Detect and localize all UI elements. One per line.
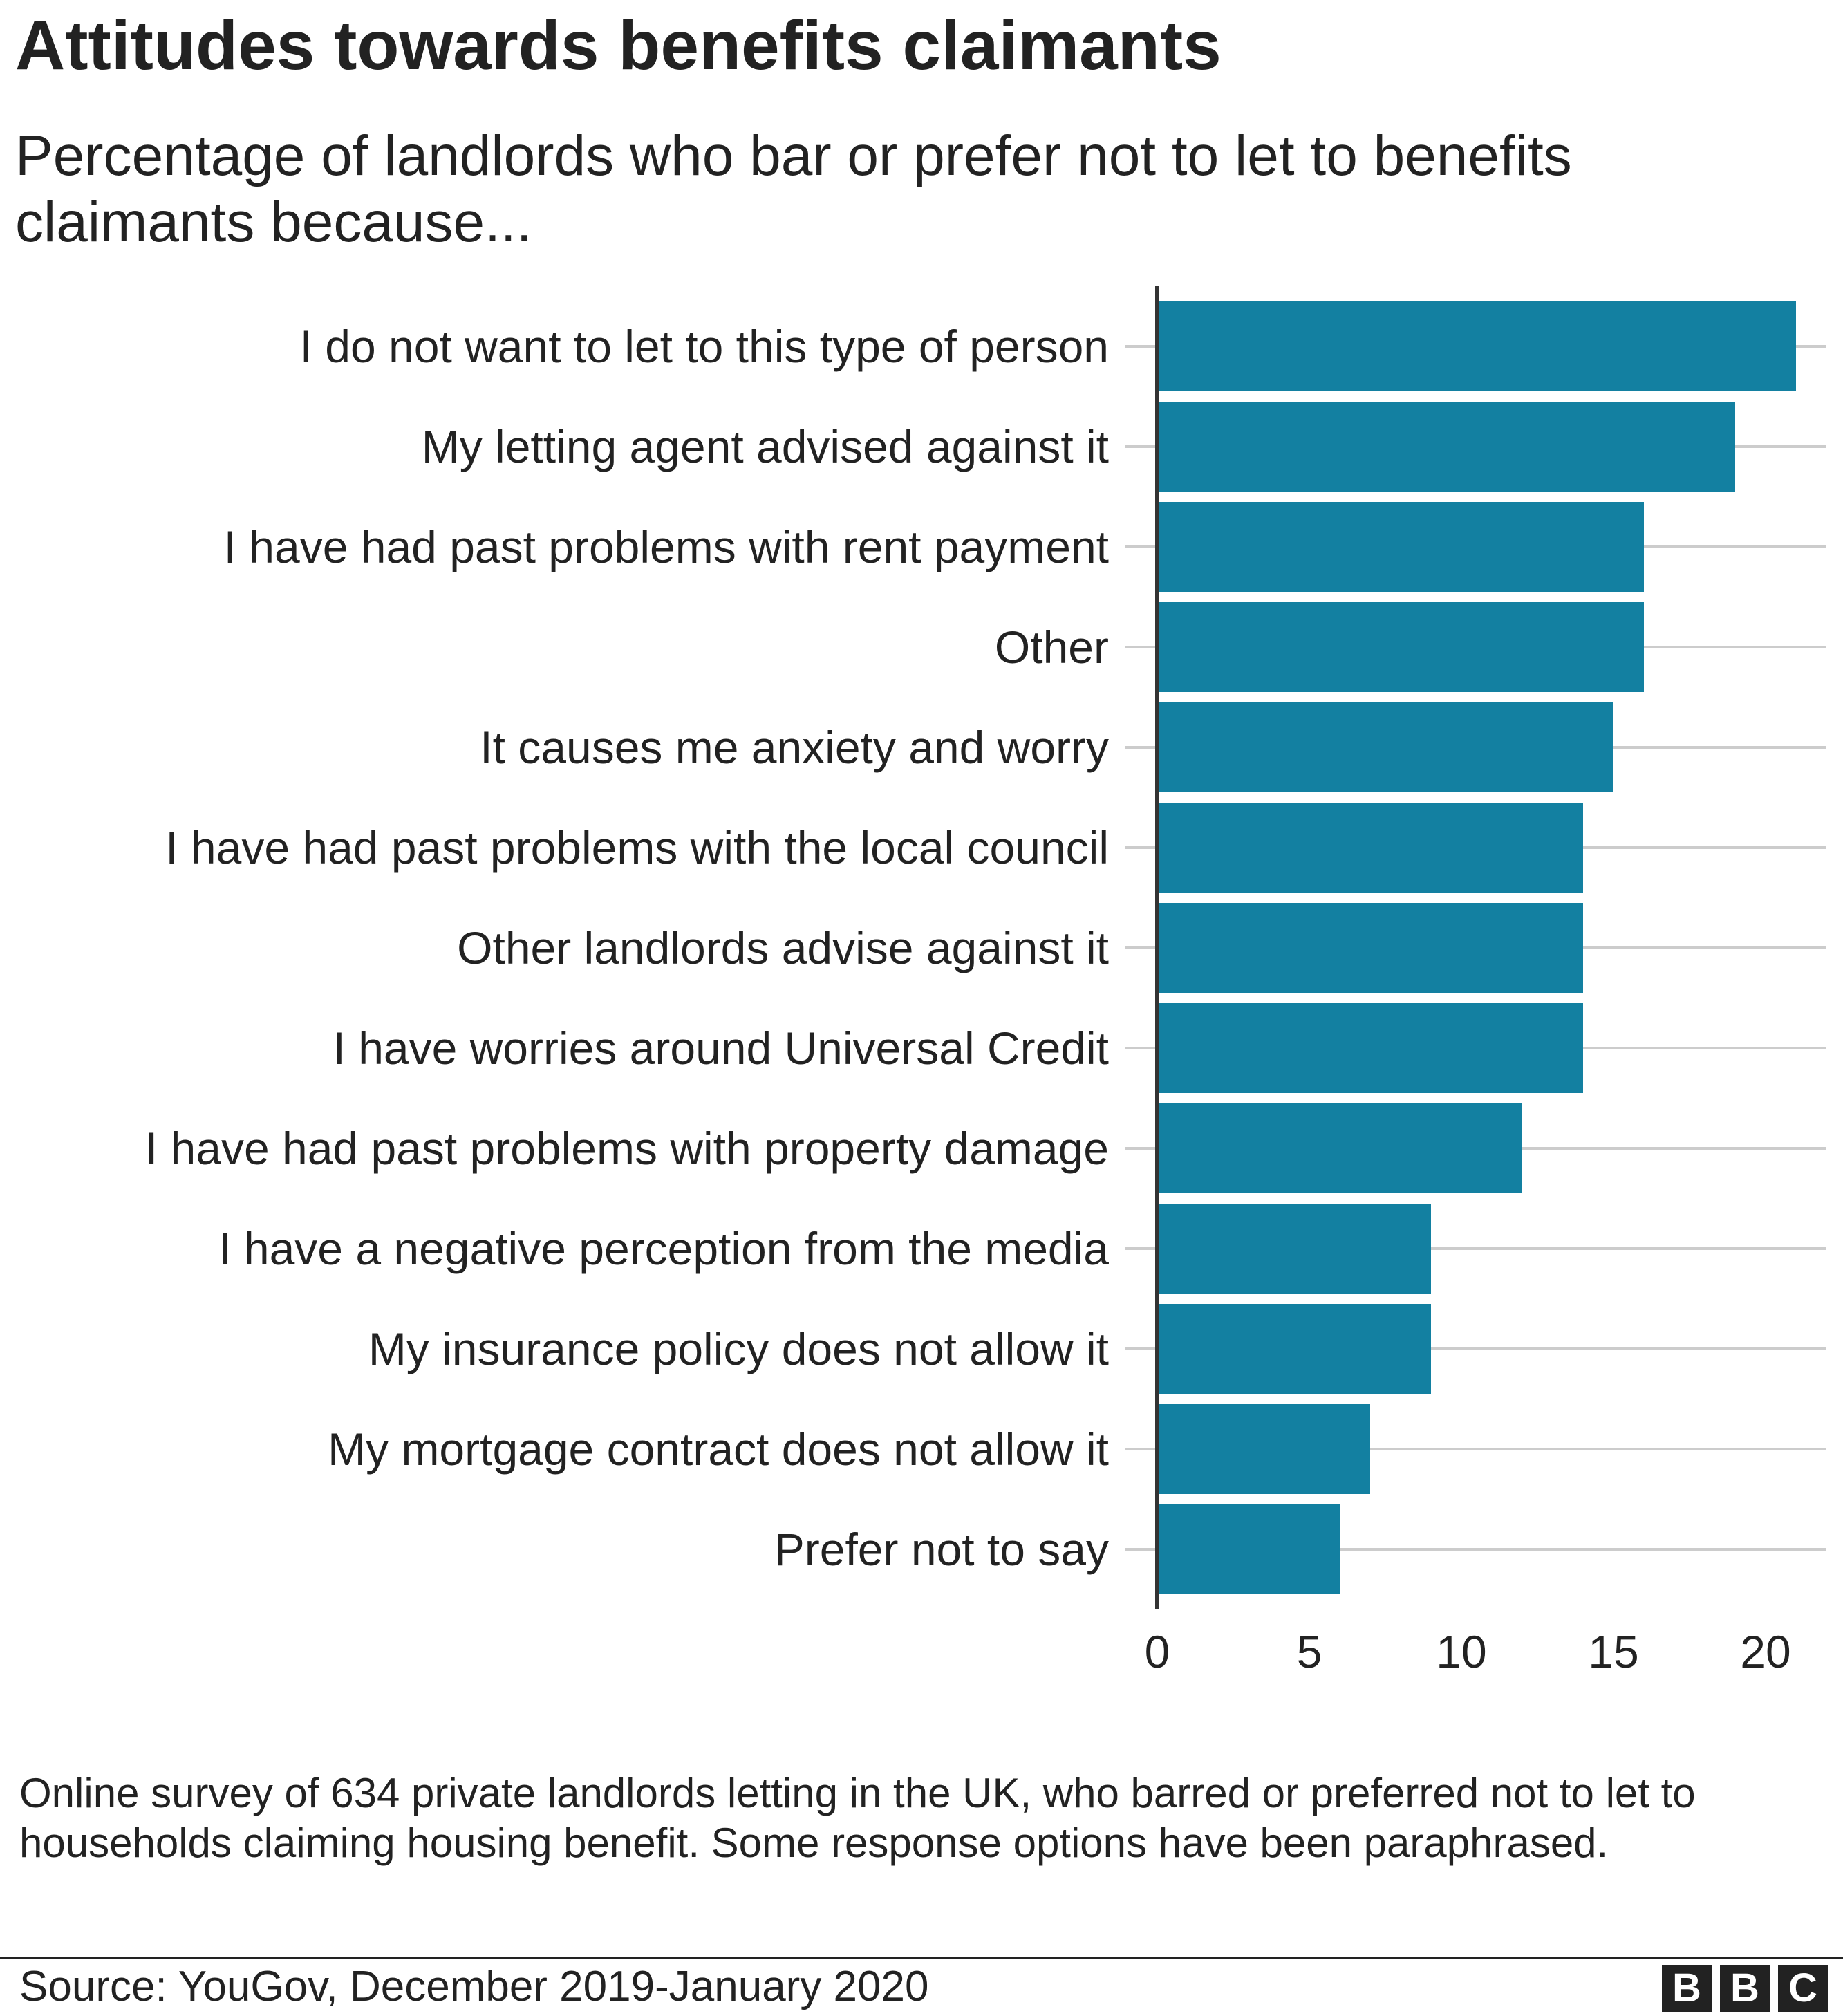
- x-tick-label: 20: [1740, 1626, 1790, 1677]
- chart-subtitle: Percentage of landlords who bar or prefe…: [15, 124, 1572, 254]
- bar: [1157, 1003, 1583, 1093]
- bar: [1157, 602, 1644, 692]
- category-label: My insurance policy does not allow it: [368, 1323, 1109, 1374]
- x-tick-label: 0: [1145, 1626, 1170, 1677]
- category-label: Prefer not to say: [774, 1524, 1109, 1575]
- bar: [1157, 502, 1644, 592]
- category-label: It causes me anxiety and worry: [480, 722, 1109, 773]
- bar: [1157, 1504, 1340, 1594]
- category-label: Other: [995, 622, 1109, 673]
- footnote: Online survey of 634 private landlords l…: [19, 1770, 1696, 1866]
- category-label: I have a negative perception from the me…: [218, 1223, 1109, 1274]
- footer-divider: [0, 1957, 1843, 1959]
- category-label: My mortgage contract does not allow it: [328, 1424, 1109, 1475]
- source-note: Source: YouGov, December 2019-January 20…: [19, 1963, 929, 2010]
- bbc-logo: B B C: [1662, 1965, 1828, 2012]
- bar: [1157, 402, 1735, 492]
- x-axis-ticks: 0 5 10 15 20: [1145, 1626, 1791, 1677]
- category-labels: I do not want to let to this type of per…: [145, 321, 1109, 1575]
- logo-letter: B: [1662, 1965, 1712, 2012]
- bar: [1157, 301, 1796, 391]
- category-label: I have had past problems with property d…: [145, 1123, 1109, 1174]
- chart-title: Attitudes towards benefits claimants: [15, 7, 1222, 84]
- x-tick-label: 5: [1297, 1626, 1322, 1677]
- bar: [1157, 702, 1613, 792]
- bar: [1157, 803, 1583, 893]
- category-label: I have had past problems with the local …: [165, 822, 1109, 873]
- bars: [1157, 301, 1796, 1594]
- logo-letter: B: [1720, 1965, 1770, 2012]
- category-label: I have had past problems with rent payme…: [224, 521, 1109, 572]
- category-label: I do not want to let to this type of per…: [300, 321, 1109, 372]
- category-label: Other landlords advise against it: [457, 922, 1109, 973]
- category-label: My letting agent advised against it: [422, 421, 1109, 472]
- category-label: I have worries around Universal Credit: [333, 1023, 1109, 1074]
- bar: [1157, 1304, 1431, 1394]
- x-tick-label: 10: [1436, 1626, 1486, 1677]
- logo-letter: C: [1778, 1965, 1828, 2012]
- bar: [1157, 1204, 1431, 1294]
- bar-chart: I do not want to let to this type of per…: [145, 286, 1826, 1677]
- bar: [1157, 1404, 1370, 1494]
- x-tick-label: 15: [1588, 1626, 1638, 1677]
- bar: [1157, 1103, 1522, 1193]
- bar: [1157, 903, 1583, 993]
